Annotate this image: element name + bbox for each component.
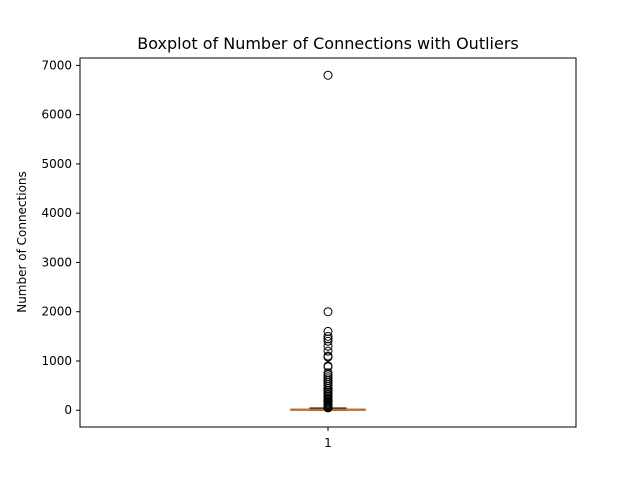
y-tick-label: 3000 (41, 255, 72, 269)
outlier-points (323, 70, 333, 413)
y-tick-label: 2000 (41, 305, 72, 319)
plot-frame (79, 57, 577, 428)
y-axis-ticks: 0 1000 2000 3000 4000 5000 6000 7000 (41, 58, 80, 417)
y-axis-label: Number of Connections (15, 171, 29, 313)
outlier-point (323, 352, 333, 362)
chart-title: Boxplot of Number of Connections with Ou… (137, 34, 519, 53)
outlier-point (323, 331, 333, 341)
outlier-point (323, 307, 333, 317)
y-tick-label: 5000 (41, 157, 72, 171)
outlier-point (323, 403, 333, 413)
x-tick-label: 1 (324, 436, 332, 450)
outlier-point (323, 346, 333, 356)
outlier-point (323, 334, 333, 344)
outlier-point (323, 70, 333, 80)
outlier-point (323, 341, 333, 351)
y-tick-label: 7000 (41, 58, 72, 72)
outlier-point (323, 326, 333, 336)
y-tick-label: 0 (64, 403, 72, 417)
outlier-point (323, 336, 333, 346)
y-tick-label: 6000 (41, 108, 72, 122)
x-axis-ticks: 1 (324, 427, 332, 450)
y-tick-label: 4000 (41, 206, 72, 220)
y-tick-label: 1000 (41, 354, 72, 368)
